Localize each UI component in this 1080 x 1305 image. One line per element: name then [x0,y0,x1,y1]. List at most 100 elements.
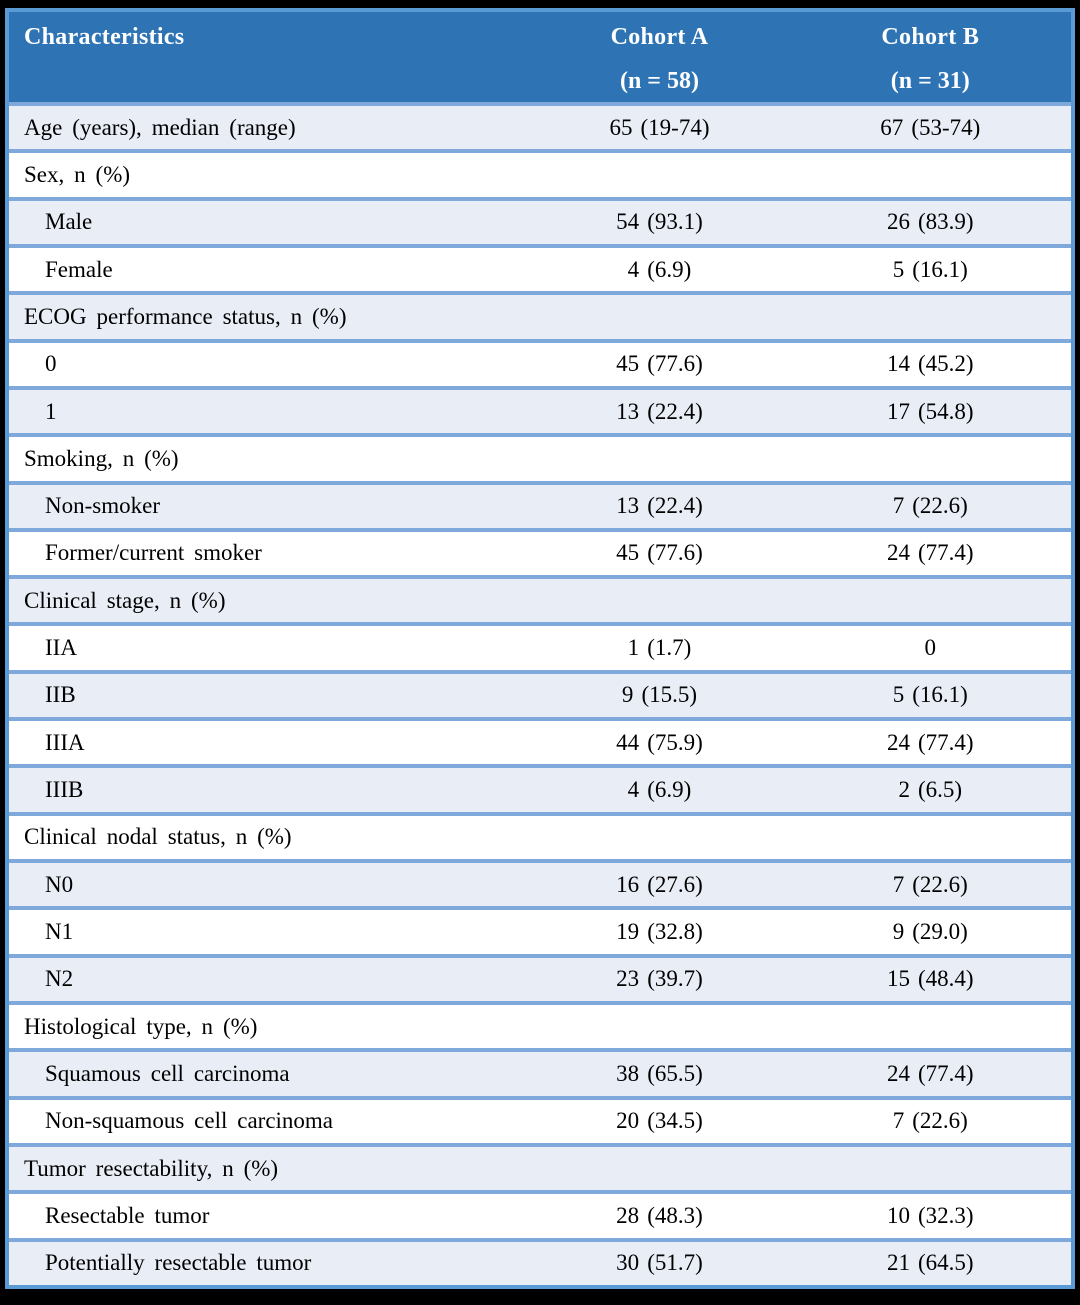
row-label-cell: Histological type, n (%) [9,1000,530,1051]
cohort-a-value-cell: 13 (22.4) [529,385,790,436]
cohort-a-value-cell: 1 (1.7) [529,622,790,672]
cohort-a-value-cell: 45 (77.6) [529,338,790,388]
header-cell-cohort-b: Cohort B (n = 31) [789,12,1071,104]
cohort-a-value-cell: 28 (48.3) [529,1190,790,1240]
cohort-a-value-cell: 16 (27.6) [529,858,790,909]
row-label-cell: Sex, n (%) [9,149,530,199]
cohort-a-value-cell: 9 (15.5) [529,669,790,720]
cohort-b-value-cell [789,149,1071,199]
cohort-b-value-cell: 24 (77.4) [789,1048,1071,1098]
table-row: Clinical nodal status, n (%) [9,811,1071,861]
cohort-b-value-cell [789,1142,1071,1193]
row-label-cell: N2 [9,953,530,1003]
table-row: ECOG performance status, n (%) [9,291,1071,341]
table-row: IIIB 4 (6.9) 2 (6.5) [9,764,1071,814]
table-row: Resectable tumor 28 (48.3) 10 (32.3) [9,1190,1071,1240]
cohort-b-value-cell: 67 (53-74) [789,101,1071,152]
row-label-cell: Age (years), median (range) [9,101,530,152]
cohort-a-value-cell: 19 (32.8) [529,906,790,956]
table-header: Characteristics Cohort A (n = 58) Cohort… [9,12,1071,104]
cohort-b-value-cell: 7 (22.6) [789,1095,1071,1145]
row-label-cell: Potentially resectable tumor [9,1237,530,1285]
table-row: Histological type, n (%) [9,1000,1071,1051]
row-label-cell: ECOG performance status, n (%) [9,291,530,341]
table-row: Squamous cell carcinoma 38 (65.5) 24 (77.4… [9,1048,1071,1098]
row-label-cell: N1 [9,906,530,956]
table-row: N1 19 (32.8) 9 (29.0) [9,906,1071,956]
cohort-a-value-cell: 45 (77.6) [529,527,790,578]
row-label-cell: Smoking, n (%) [9,433,530,483]
cohort-a-value-cell: 13 (22.4) [529,480,790,530]
table-row: Tumor resectability, n (%) [9,1142,1071,1193]
cohort-b-value-cell: 24 (77.4) [789,527,1071,578]
row-label-cell: Clinical nodal status, n (%) [9,811,530,861]
table-row: Non-squamous cell carcinoma 20 (34.5) 7 (2… [9,1095,1071,1145]
cohort-b-value-cell: 2 (6.5) [789,764,1071,814]
cohort-b-value-cell: 14 (45.2) [789,338,1071,388]
table-row: Potentially resectable tumor 30 (51.7) 21 … [9,1237,1071,1285]
table-row: Male 54 (93.1) 26 (83.9) [9,196,1071,246]
cohort-a-value-cell [529,291,790,341]
table-row: N0 16 (27.6) 7 (22.6) [9,858,1071,909]
table-row: Female 4 (6.9) 5 (16.1) [9,243,1071,294]
table-row: Non-smoker 13 (22.4) 7 (22.6) [9,480,1071,530]
cohort-b-value-cell: 15 (48.4) [789,953,1071,1003]
table-row: 0 45 (77.6) 14 (45.2) [9,338,1071,388]
header-characteristics-label: Characteristics [24,24,185,50]
cohort-b-value-cell: 24 (77.4) [789,717,1071,767]
row-label-cell: IIIA [9,717,530,767]
row-label-cell: Resectable tumor [9,1190,530,1240]
cohort-a-value-cell: 30 (51.7) [529,1237,790,1285]
cohort-b-value-cell: 7 (22.6) [789,858,1071,909]
row-label-cell: IIB [9,669,530,720]
row-label-cell: 0 [9,338,530,388]
cohort-a-value-cell [529,1000,790,1051]
cohort-a-value-cell: 54 (93.1) [529,196,790,246]
row-label-cell: N0 [9,858,530,909]
row-label-cell: Female [9,243,530,294]
table-body: Age (years), median (range) 65 (19-74) 67 … [9,101,1071,1285]
row-label-cell: Non-squamous cell carcinoma [9,1095,530,1145]
cohort-a-value-cell: 20 (34.5) [529,1095,790,1145]
cohort-a-value-cell [529,149,790,199]
row-label-cell: 1 [9,385,530,436]
cohort-a-value-cell: 44 (75.9) [529,717,790,767]
table-row: Clinical stage, n (%) [9,575,1071,625]
table-row: IIA 1 (1.7) 0 [9,622,1071,672]
cohort-a-value-cell [529,575,790,625]
cohort-b-value-cell: 26 (83.9) [789,196,1071,246]
table-row: Age (years), median (range) 65 (19-74) 67 … [9,101,1071,152]
table-row: IIIA 44 (75.9) 24 (77.4) [9,717,1071,767]
row-label-cell: IIIB [9,764,530,814]
row-label-cell: Former/current smoker [9,527,530,578]
cohort-b-value-cell: 0 [789,622,1071,672]
header-cohort-a-n: (n = 58) [619,68,699,94]
table-row: N2 23 (39.7) 15 (48.4) [9,953,1071,1003]
cohort-a-value-cell: 4 (6.9) [529,243,790,294]
row-label-cell: Tumor resectability, n (%) [9,1142,530,1193]
cohort-a-value-cell [529,433,790,483]
header-row: Characteristics Cohort A (n = 58) Cohort… [9,12,1071,104]
characteristics-table: Characteristics Cohort A (n = 58) Cohort… [9,12,1071,1285]
cohort-b-value-cell [789,575,1071,625]
table-row: Smoking, n (%) [9,433,1071,483]
row-label-cell: Squamous cell carcinoma [9,1048,530,1098]
cohort-b-value-cell: 7 (22.6) [789,480,1071,530]
header-cell-cohort-a: Cohort A (n = 58) [529,12,790,104]
cohort-b-value-cell: 10 (32.3) [789,1190,1071,1240]
cohort-a-value-cell: 23 (39.7) [529,953,790,1003]
cohort-b-value-cell: 9 (29.0) [789,906,1071,956]
table-row: Sex, n (%) [9,149,1071,199]
table-row: 1 13 (22.4) 17 (54.8) [9,385,1071,436]
header-cohort-a-label: Cohort A [610,24,709,50]
cohort-a-value-cell: 4 (6.9) [529,764,790,814]
row-label-cell: Male [9,196,530,246]
row-label-cell: Clinical stage, n (%) [9,575,530,625]
row-label-cell: IIA [9,622,530,672]
cohort-a-value-cell [529,811,790,861]
table-row: Former/current smoker 45 (77.6) 24 (77.4) [9,527,1071,578]
cohort-b-value-cell: 5 (16.1) [789,243,1071,294]
row-label-cell: Non-smoker [9,480,530,530]
table-frame: Characteristics Cohort A (n = 58) Cohort… [5,8,1075,1289]
cohort-a-value-cell [529,1142,790,1193]
